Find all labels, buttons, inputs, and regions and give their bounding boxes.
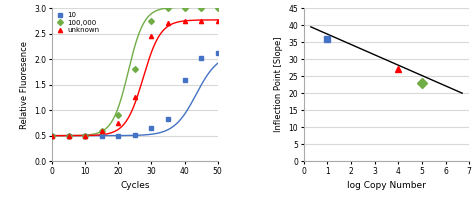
100,000	[132, 68, 138, 71]
10	[198, 57, 204, 59]
100,000	[116, 114, 121, 116]
Y-axis label: Inflection Point [Slope]: Inflection Point [Slope]	[274, 37, 283, 132]
Line: 10: 10	[50, 51, 220, 138]
unknown	[215, 20, 220, 22]
100,000	[99, 129, 105, 132]
100,000	[165, 7, 171, 9]
100,000	[66, 134, 72, 137]
unknown	[99, 129, 105, 132]
unknown	[66, 134, 72, 137]
unknown	[116, 122, 121, 124]
100,000	[215, 7, 220, 9]
10	[66, 134, 72, 137]
10	[149, 127, 155, 129]
10	[215, 52, 220, 54]
unknown	[149, 35, 155, 38]
X-axis label: log Copy Number: log Copy Number	[347, 181, 426, 190]
unknown	[198, 20, 204, 22]
Y-axis label: Relative Fluoresence: Relative Fluoresence	[20, 41, 29, 129]
Line: unknown: unknown	[50, 19, 220, 138]
unknown	[182, 20, 187, 22]
100,000	[149, 20, 155, 22]
10	[182, 78, 187, 81]
unknown	[82, 134, 88, 137]
10	[99, 134, 105, 137]
unknown	[132, 96, 138, 99]
100,000	[182, 7, 187, 9]
unknown	[49, 134, 55, 137]
X-axis label: Cycles: Cycles	[120, 181, 150, 190]
10	[116, 134, 121, 137]
100,000	[49, 134, 55, 137]
10	[82, 134, 88, 137]
10	[165, 118, 171, 121]
unknown	[165, 22, 171, 25]
10	[132, 133, 138, 136]
100,000	[82, 134, 88, 137]
10	[49, 134, 55, 137]
Line: 100,000: 100,000	[50, 6, 220, 138]
100,000	[198, 7, 204, 9]
Legend: 10, 100,000, unknown: 10, 100,000, unknown	[55, 12, 100, 34]
